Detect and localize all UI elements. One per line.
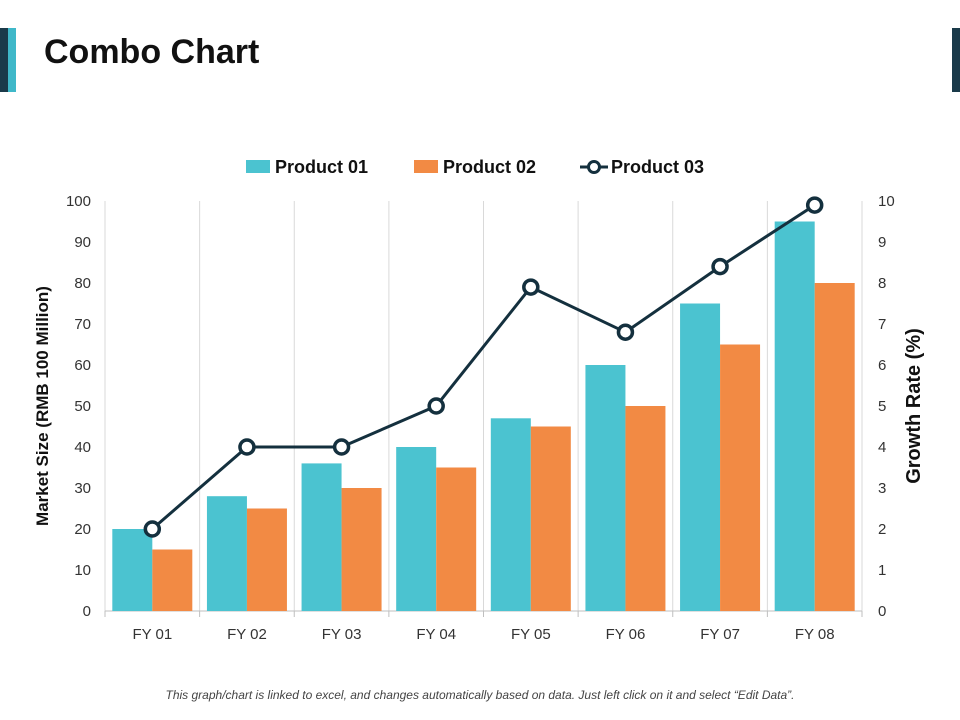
y-tick-label: 40 — [74, 439, 91, 456]
legend-label-product-03: Product 03 — [611, 157, 704, 177]
y2-tick-label: 0 — [878, 603, 886, 620]
y-tick-label: 90 — [74, 234, 91, 251]
y2-tick-label: 8 — [878, 275, 886, 292]
y-tick-label: 100 — [66, 193, 91, 210]
x-tick-label: FY 02 — [227, 626, 267, 643]
y-tick-label: 70 — [74, 316, 91, 333]
y-axis-title: Market Size (RMB 100 Million) — [33, 286, 52, 526]
bar-product-01 — [396, 447, 437, 611]
y-tick-label: 30 — [74, 480, 91, 497]
marker-product-03 — [616, 323, 635, 341]
bar-product-01 — [490, 418, 531, 611]
y2-tick-label: 2 — [878, 521, 886, 538]
y-tick-label: 10 — [74, 562, 91, 579]
title-accent-stripe — [8, 28, 16, 92]
marker-product-03 — [522, 278, 540, 296]
y2-tick-label: 5 — [878, 398, 886, 415]
y2-tick-label: 9 — [878, 234, 886, 251]
bar-product-01 — [680, 303, 721, 611]
x-tick-label: FY 03 — [322, 626, 362, 643]
marker-product-03 — [711, 257, 729, 276]
marker-product-03 — [143, 520, 162, 538]
bar-product-02 — [152, 549, 193, 611]
bar-product-01 — [301, 463, 342, 611]
marker-product-03 — [332, 438, 351, 456]
bar-product-02 — [246, 508, 287, 611]
bar-product-02 — [436, 467, 477, 611]
y-tick-label: 60 — [74, 357, 91, 374]
legend-swatch-product-01 — [246, 160, 270, 173]
bar-product-02 — [625, 406, 666, 611]
combo-chart: 0 10 20 30 40 50 60 70 80 90 100 0 1 2 3 4 5 6 7 8 9 10 FY 01 F… — [33, 157, 925, 643]
y2-axis-title: Growth Rate (%) — [903, 328, 925, 484]
y2-tick-label: 4 — [878, 439, 886, 456]
y2-tick-label: 6 — [878, 357, 886, 374]
x-tick-label: FY 05 — [511, 626, 551, 643]
y-tick-label: 20 — [74, 521, 91, 538]
marker-product-03 — [805, 196, 824, 214]
bar-product-02 — [530, 426, 571, 611]
y-tick-label: 50 — [74, 398, 91, 415]
bar-product-01 — [112, 529, 153, 611]
bar-product-01 — [585, 365, 626, 611]
footer-note: This graph/chart is linked to excel, and… — [165, 688, 795, 702]
line-product-03 — [151, 203, 816, 531]
y2-tick-label: 1 — [878, 562, 886, 579]
y2-tick-label: 10 — [878, 193, 895, 210]
marker-product-03 — [238, 438, 256, 456]
legend-marker-product-03 — [587, 160, 601, 174]
x-tick-label: FY 07 — [700, 626, 740, 643]
page-title: Combo Chart — [44, 33, 260, 71]
bar-product-02 — [720, 344, 761, 611]
x-tick-label: FY 04 — [416, 626, 456, 643]
bar-product-01 — [774, 221, 815, 611]
bar-product-02 — [814, 283, 855, 611]
x-tick-label: FY 01 — [132, 626, 172, 643]
y-tick-label: 0 — [83, 603, 91, 620]
x-tick-label: FY 06 — [606, 626, 646, 643]
legend-swatch-product-02 — [414, 160, 438, 173]
bar-product-02 — [341, 488, 382, 611]
marker-product-03 — [427, 397, 445, 415]
x-tick-label: FY 08 — [795, 626, 835, 643]
y2-tick-label: 7 — [878, 316, 886, 333]
legend-label-product-02: Product 02 — [443, 157, 536, 177]
bar-product-01 — [206, 496, 247, 611]
y2-tick-label: 3 — [878, 480, 886, 497]
right-accent-bar — [952, 28, 960, 92]
legend-label-product-01: Product 01 — [275, 157, 368, 177]
y-tick-label: 80 — [74, 275, 91, 292]
